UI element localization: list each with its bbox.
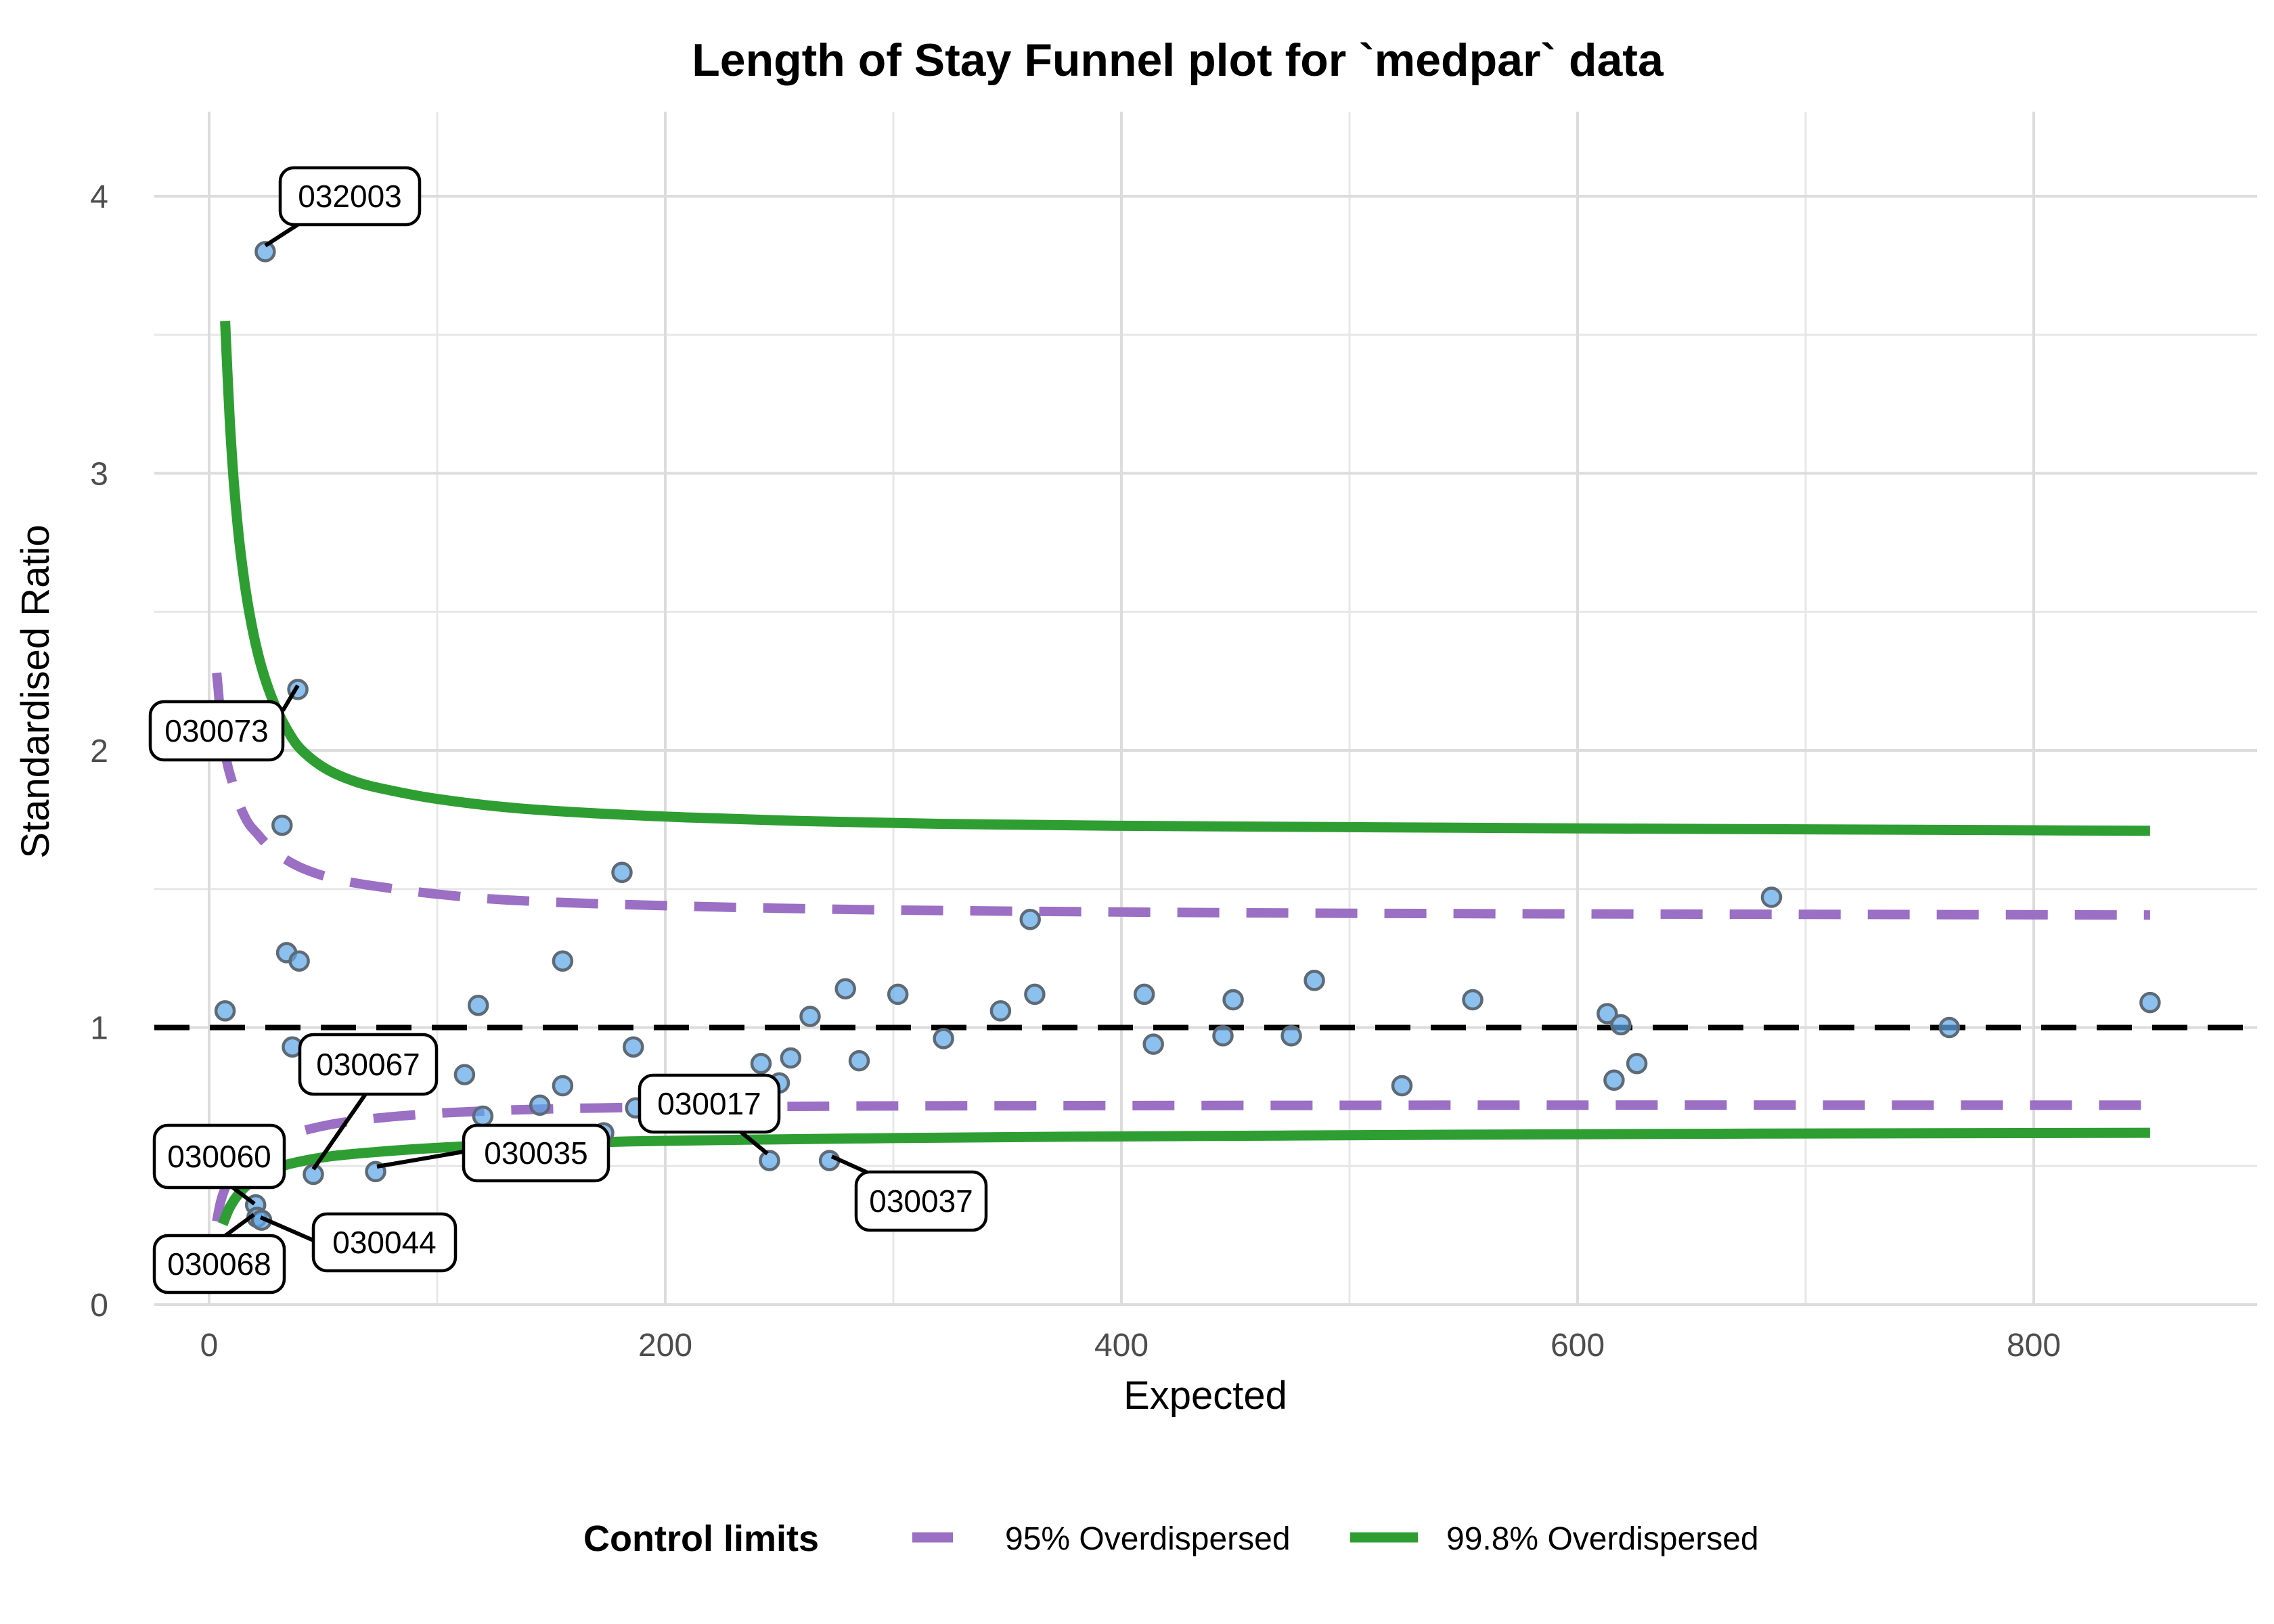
leader-030068 <box>224 1213 255 1238</box>
leader-030037 <box>830 1154 869 1175</box>
data-point <box>1610 1014 1632 1036</box>
y-axis-title: Standardised Ratio <box>14 524 58 858</box>
data-point <box>1024 983 1046 1006</box>
x-axis-title: Expected <box>1123 1374 1287 1418</box>
label-box-030017 <box>638 1073 781 1134</box>
leader-030073 <box>281 684 300 712</box>
data-point <box>1626 1052 1648 1075</box>
data-point <box>467 994 489 1016</box>
data-point <box>529 1094 551 1116</box>
label-text-030067: 030067 <box>316 1047 420 1082</box>
data-point <box>1019 909 1041 930</box>
data-point <box>750 1052 772 1075</box>
leader-030017 <box>740 1130 769 1156</box>
data-point <box>834 978 856 999</box>
label-box-030073 <box>148 700 285 762</box>
data-point <box>887 983 909 1006</box>
label-box-030044 <box>311 1212 458 1273</box>
label-box-030067 <box>298 1033 439 1096</box>
data-point <box>848 1050 870 1072</box>
data-point <box>1280 1025 1302 1047</box>
data-point <box>611 861 633 883</box>
x-tick-200: 200 <box>638 1328 692 1363</box>
data-point-030037 <box>818 1150 841 1171</box>
x-tick-0: 0 <box>200 1328 219 1363</box>
legend-label: 95% Overdispersed <box>1005 1521 1291 1557</box>
x-tick-400: 400 <box>1094 1328 1149 1363</box>
data-point <box>799 1006 821 1027</box>
data-point <box>1462 989 1484 1011</box>
y-tick-4: 4 <box>90 179 108 215</box>
label-text-030073: 030073 <box>164 713 269 748</box>
data-point-030017 <box>759 1150 780 1171</box>
leader-030044 <box>259 1215 315 1242</box>
data-point-030067 <box>303 1163 324 1186</box>
data-point <box>1603 1069 1625 1091</box>
data-point <box>1391 1075 1413 1097</box>
x-tick-600: 600 <box>1551 1328 1605 1363</box>
data-point <box>271 814 293 836</box>
data-point-032003 <box>254 241 276 263</box>
data-point <box>1303 970 1325 991</box>
data-point <box>2139 991 2161 1014</box>
gridlines-minor <box>154 112 2257 1306</box>
label-text-030017: 030017 <box>657 1086 761 1121</box>
legend: Control limits 95% Overdispersed 99.8% Ov… <box>583 1518 1759 1559</box>
label-text-030035: 030035 <box>484 1135 588 1171</box>
leader-030035 <box>376 1150 464 1169</box>
y-tick-3: 3 <box>90 457 108 493</box>
limit-998-upper <box>220 320 2150 836</box>
data-point <box>933 1028 954 1050</box>
data-point <box>1133 983 1155 1006</box>
data-points <box>214 241 2161 1231</box>
data-point <box>623 1036 644 1058</box>
data-point <box>989 1000 1012 1022</box>
y-tick-0: 0 <box>90 1288 108 1324</box>
data-point <box>453 1064 476 1085</box>
label-text-030068: 030068 <box>167 1246 271 1282</box>
data-point <box>1597 1003 1618 1024</box>
data-point <box>472 1105 494 1127</box>
label-box-030037 <box>854 1170 988 1232</box>
y-tick-2: 2 <box>90 734 108 769</box>
point-label-callouts: 032003 030073 030067 030060 030068 030044 0300… <box>148 166 988 1294</box>
x-tick-800: 800 <box>2007 1328 2061 1363</box>
data-point <box>1212 1025 1234 1047</box>
chart-title: Length of Stay Funnel plot for `medpar` … <box>692 35 1664 86</box>
data-point <box>288 950 310 972</box>
label-box-032003 <box>278 166 422 227</box>
control-limit-curves <box>212 320 2150 1227</box>
label-text-030044: 030044 <box>332 1225 437 1260</box>
data-point <box>214 1000 236 1022</box>
data-point <box>552 1075 574 1097</box>
leader-032003 <box>264 221 301 248</box>
data-point <box>780 1047 802 1069</box>
data-point <box>1222 989 1244 1011</box>
axis-tick-labels: 0 1 2 3 4 0 200 400 600 800 <box>90 179 2061 1363</box>
label-text-030060: 030060 <box>167 1139 271 1174</box>
y-tick-1: 1 <box>90 1011 108 1047</box>
leader-030067 <box>311 1093 367 1171</box>
legend-title: Control limits <box>583 1518 819 1559</box>
legend-label: 99.8% Overdispersed <box>1446 1521 1759 1557</box>
data-point <box>1142 1033 1164 1055</box>
label-text-030037: 030037 <box>869 1183 973 1219</box>
label-box-030068 <box>152 1234 286 1294</box>
data-point <box>1760 886 1783 908</box>
label-box-030060 <box>152 1123 286 1190</box>
limit-95-upper <box>212 672 2150 920</box>
label-box-030035 <box>462 1123 610 1183</box>
data-point <box>1938 1016 1961 1039</box>
label-text-032003: 032003 <box>298 179 402 214</box>
data-point <box>552 950 574 972</box>
